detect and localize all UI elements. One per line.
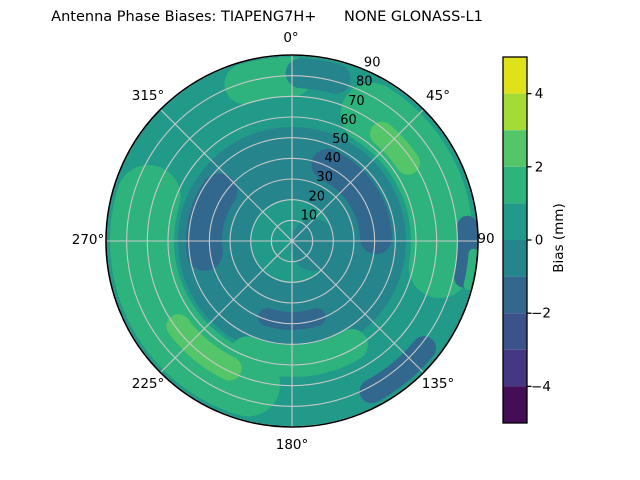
colorbar-tick-label-0: 0 [535, 233, 544, 249]
colorbar-band-n3-n2 [503, 313, 527, 350]
radial-tick-label-90: 90 [364, 56, 381, 71]
colorbar-band-1-2 [503, 166, 527, 204]
angular-tick-label-270: 270° [72, 232, 105, 248]
radial-tick-label-30: 30 [316, 170, 333, 185]
plot-title: Antenna Phase Biases: TIAPENG7H+ NONE GL… [51, 9, 483, 25]
angular-tick-label-225: 225° [132, 376, 165, 392]
contour-region-center-depression [290, 219, 338, 271]
colorbar-tick-label-n2: −2 [531, 306, 551, 322]
colorbar-tick-labels: 4 2 0 −2 −4 [531, 86, 551, 395]
radial-tick-label-70: 70 [348, 94, 365, 109]
colorbar-tick-label-2: 2 [535, 159, 544, 175]
colorbar-tick-label-n4: −4 [531, 379, 551, 395]
radial-tick-label-80: 80 [356, 75, 373, 90]
colorbar-tick-label-4: 4 [535, 86, 544, 102]
radial-tick-label-40: 40 [324, 151, 341, 166]
angular-tick-label-90: 90 [477, 231, 494, 247]
colorbar-bands [503, 57, 527, 423]
grid-spoke-135-315 [160, 109, 424, 373]
radial-tick-label-60: 60 [340, 113, 357, 128]
colorbar: 4 2 0 −2 −4 Bias (mm) [502, 56, 567, 424]
radial-tick-label-20: 20 [309, 189, 326, 204]
colorbar-band-n4-n3 [503, 349, 527, 387]
colorbar-ticks [527, 92, 532, 388]
radial-tick-labels: 10 20 30 40 50 60 70 80 90 [301, 56, 381, 224]
polar-grid [106, 55, 478, 427]
colorbar-axis-label: Bias (mm) [551, 203, 567, 272]
angular-tick-label-0: 0° [283, 30, 298, 46]
angular-tick-label-180: 180° [276, 437, 309, 453]
colorbar-band-0-1 [503, 203, 527, 240]
radial-tick-label-10: 10 [301, 208, 318, 223]
colorbar-band-n1-0 [503, 240, 527, 277]
colorbar-band-3-4 [503, 93, 527, 131]
angular-tick-label-135: 135° [422, 376, 455, 392]
plot-boundary [105, 54, 479, 428]
angular-tick-label-45: 45° [426, 88, 450, 104]
colorbar-band-n2-n1 [503, 276, 527, 314]
colorbar-band-n5-n4 [503, 386, 527, 423]
angular-tick-labels: 0° 45° 90 135° 180° 225° 270° 315° [72, 30, 495, 453]
radial-tick-label-50: 50 [332, 132, 349, 147]
colorbar-band-2-3 [503, 130, 527, 167]
colorbar-band-4-5 [503, 57, 527, 94]
angular-tick-label-315: 315° [132, 88, 165, 104]
